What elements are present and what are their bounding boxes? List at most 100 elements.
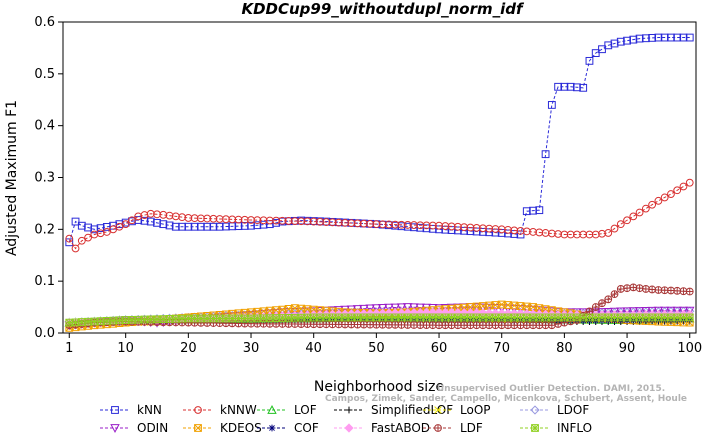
legend-marker [268, 424, 276, 432]
data-point [628, 307, 639, 317]
legend-label: SimplifiedLOF [371, 403, 453, 417]
data-point [428, 224, 437, 233]
data-point [316, 217, 324, 226]
data-point [353, 219, 362, 228]
legend-item-knnw: kNNW [183, 403, 257, 417]
data-point [579, 83, 588, 92]
legend-marker [434, 424, 442, 432]
data-point [402, 303, 413, 313]
watermark-line-2: Campos, Zimek, Sander, Campello, Micenko… [325, 394, 687, 404]
legend-item-fastabod: FastABOD [334, 421, 430, 434]
data-point [209, 222, 218, 231]
data-point [371, 304, 382, 314]
data-point [153, 210, 161, 219]
data-point [673, 186, 682, 195]
data-point [203, 214, 212, 223]
data-point [190, 214, 199, 223]
series-knn [65, 33, 694, 247]
data-point [460, 223, 469, 232]
data-point [660, 193, 669, 202]
data-point [228, 215, 237, 224]
data-point [284, 217, 293, 225]
data-point [635, 284, 644, 292]
x-tick-label: 30 [243, 341, 260, 356]
series-line [68, 182, 690, 250]
data-point [635, 34, 644, 43]
data-point [146, 217, 155, 226]
data-point [446, 303, 457, 313]
y-tick-label: 0.0 [34, 326, 55, 341]
data-point [497, 225, 506, 234]
legend-item-ldf: LDF [423, 421, 483, 434]
data-point [610, 290, 619, 298]
legend-label: ODIN [137, 421, 168, 434]
y-axis-label: Adjusted Maximum F1 [4, 100, 20, 256]
data-point [529, 206, 537, 215]
data-point [491, 301, 500, 309]
x-tick-label: 40 [305, 341, 322, 356]
y-axis: 0.0 0.1 0.2 0.3 0.4 0.5 0.6 [34, 15, 63, 341]
data-point [215, 215, 224, 223]
legend-label: LDOF [557, 403, 589, 417]
legend-label: KDEOS [220, 421, 262, 434]
data-point [579, 230, 588, 239]
data-point [554, 320, 563, 328]
data-point [391, 220, 400, 229]
legend-item-kdeos: KDEOS [183, 421, 262, 434]
data-point [327, 306, 338, 316]
data-point [403, 221, 412, 229]
data-point [685, 287, 694, 296]
data-point [440, 304, 451, 313]
x-tick-label: 50 [368, 341, 385, 356]
series-knnw [65, 178, 694, 253]
legend-label: LoOP [460, 403, 491, 417]
data-point [629, 283, 638, 292]
legend-label: LOF [294, 403, 317, 417]
x-tick-label: 80 [556, 341, 573, 356]
data-point [460, 303, 469, 312]
data-point [209, 214, 218, 223]
data-point [278, 216, 287, 225]
data-point [653, 306, 664, 316]
data-point [146, 209, 155, 218]
data-point [666, 306, 676, 316]
data-point [184, 214, 193, 222]
data-point [667, 190, 675, 198]
legend-item-loop: LoOP [423, 403, 491, 417]
data-point [623, 284, 631, 292]
data-point [272, 306, 280, 315]
data-point [535, 206, 544, 215]
data-point [466, 303, 475, 311]
data-point [385, 220, 393, 229]
data-point [641, 204, 650, 213]
data-point [504, 229, 512, 238]
data-point [554, 230, 563, 238]
data-point [215, 222, 224, 231]
y-tick-label: 0.1 [34, 274, 55, 289]
legend-label: COF [294, 421, 319, 434]
data-point [685, 313, 694, 322]
data-point [485, 301, 494, 310]
data-point [504, 225, 512, 234]
data-point [659, 306, 670, 316]
data-point [309, 217, 318, 226]
x-tick-label: 20 [180, 341, 197, 356]
data-point [647, 306, 657, 316]
data-point [472, 223, 481, 232]
data-point [510, 226, 519, 235]
data-point [347, 219, 356, 228]
data-point [641, 285, 650, 293]
data-point [554, 82, 563, 91]
data-point [622, 307, 632, 317]
data-point [479, 224, 487, 233]
data-point [303, 217, 312, 226]
data-point [222, 222, 230, 231]
data-point [410, 221, 418, 229]
data-point [171, 222, 180, 231]
data-point [71, 217, 80, 226]
data-point [271, 308, 281, 318]
data-point [165, 221, 174, 230]
data-point [685, 33, 694, 42]
data-point [96, 224, 105, 233]
data-point [265, 309, 275, 319]
